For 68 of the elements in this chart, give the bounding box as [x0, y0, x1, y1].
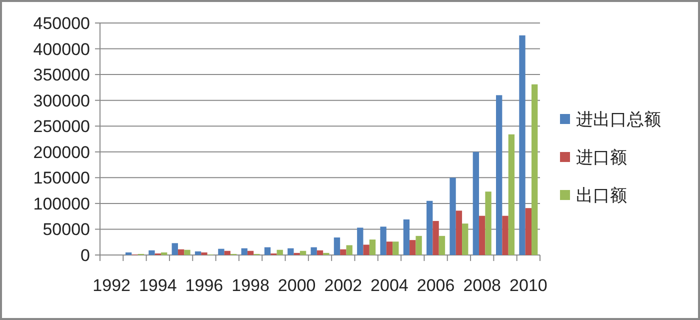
y-tick-label: 250000: [33, 117, 90, 136]
bar: [386, 242, 393, 255]
x-tick-label: 1996: [185, 276, 224, 295]
bar: [300, 250, 306, 255]
bar: [496, 95, 502, 255]
x-tick-label: 1998: [232, 276, 270, 295]
y-tick-label: 200000: [33, 142, 90, 162]
bar: [276, 250, 283, 255]
bar: [426, 200, 433, 255]
bar: [438, 236, 446, 255]
bar: [472, 152, 480, 255]
x-tick-label: 2006: [416, 276, 455, 295]
x-tick-label: 2000: [278, 276, 316, 295]
bar: [247, 250, 254, 255]
y-tick-label: 400000: [33, 40, 90, 59]
bar: [392, 242, 399, 255]
bar: [316, 250, 324, 255]
bar: [148, 250, 155, 255]
bar: [403, 219, 410, 255]
x-tick-label: 2008: [463, 276, 502, 295]
bar: [160, 252, 168, 255]
y-tick-label: 350000: [33, 66, 90, 85]
bar: [462, 224, 468, 255]
bar: [178, 249, 184, 255]
x-tick-label: 2002: [324, 276, 362, 295]
bar: [479, 216, 486, 255]
bar: [194, 251, 202, 255]
bar: [525, 208, 532, 255]
bar: [502, 216, 508, 255]
bar: [519, 35, 526, 255]
y-tick-label: 150000: [33, 168, 90, 188]
bar: [346, 245, 352, 255]
bar: [485, 192, 492, 255]
bar: [410, 240, 416, 255]
y-tick-label: 0: [80, 246, 90, 265]
bar: [416, 236, 422, 255]
bar: [369, 240, 376, 255]
bar: [450, 178, 456, 255]
x-tick-label: 2010: [510, 276, 548, 295]
bar: [125, 252, 132, 255]
bar: [218, 248, 224, 255]
bar: [357, 228, 364, 255]
bar: [288, 248, 294, 255]
bar: [363, 244, 370, 255]
x-tick-label: 1992: [92, 276, 130, 295]
bar: [532, 84, 538, 255]
bar: [224, 250, 230, 255]
bar: [432, 220, 439, 255]
bar: [310, 247, 317, 255]
legend-label: 进口额: [576, 148, 627, 167]
bar: [241, 248, 248, 255]
x-tick-label: 2004: [370, 276, 408, 295]
bar: [508, 134, 515, 255]
legend-label: 进出口总额: [576, 110, 661, 129]
legend-label: 出口额: [576, 186, 627, 205]
y-tick-label: 450000: [33, 14, 90, 33]
y-tick-label: 50000: [42, 220, 90, 240]
x-tick-label: 1994: [138, 276, 177, 295]
bar: [334, 237, 340, 255]
bar: [264, 247, 271, 255]
bar: [184, 250, 190, 255]
bar: [340, 249, 346, 255]
bar: [201, 252, 208, 255]
bar: [380, 226, 386, 255]
y-tick-label: 300000: [33, 91, 90, 110]
y-tick-label: 100000: [33, 194, 90, 214]
bar: [456, 210, 462, 255]
bar: [172, 243, 178, 255]
